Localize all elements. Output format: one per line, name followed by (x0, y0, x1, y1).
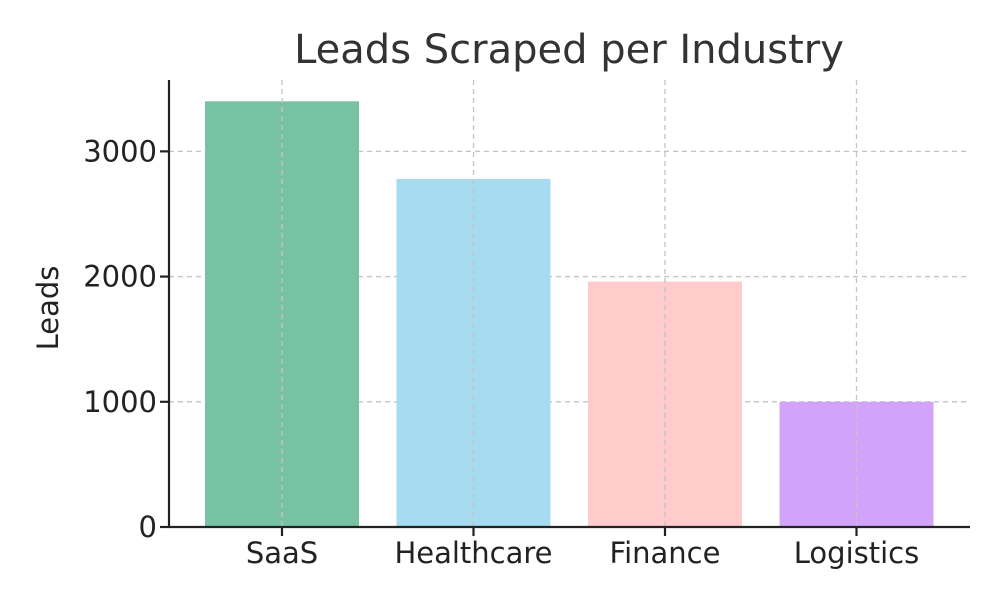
x-tick-labels: SaaS Healthcare Finance Logistics (246, 527, 919, 570)
y-tick-labels: 0 1000 2000 3000 (83, 134, 169, 544)
x-tick-label: Logistics (794, 536, 919, 570)
y-tick-label: 3000 (83, 134, 157, 168)
chart-title: Leads Scraped per Industry (294, 27, 844, 73)
bar (779, 401, 934, 527)
x-tick-label: SaaS (246, 536, 318, 570)
y-tick-label: 0 (139, 510, 157, 544)
y-tick-label: 2000 (83, 260, 157, 294)
x-tick-label: Finance (610, 536, 721, 570)
x-tick-label: Healthcare (394, 536, 552, 570)
bars (205, 80, 934, 528)
y-axis-label: Leads (31, 266, 65, 351)
y-tick-label: 1000 (83, 385, 157, 419)
